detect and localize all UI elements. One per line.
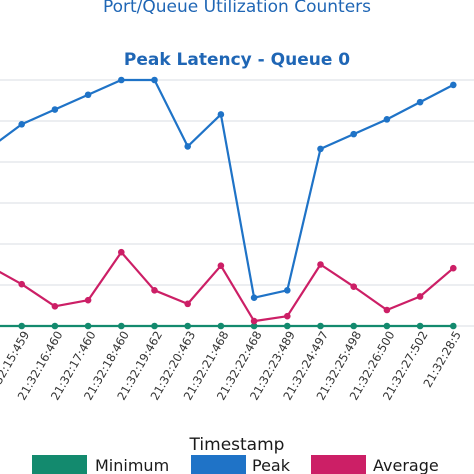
point-average-14	[450, 264, 457, 272]
point-peak-7	[217, 111, 225, 118]
point-average-2	[51, 303, 59, 310]
point-peak-11	[350, 130, 358, 138]
point-peak-2	[51, 106, 59, 113]
point-peak-5	[151, 76, 158, 84]
point-minimum-14	[450, 322, 457, 330]
legend-label-average: Average	[373, 456, 439, 474]
point-minimum-9	[284, 322, 291, 330]
point-peak-6	[184, 143, 191, 150]
point-minimum-13	[416, 322, 424, 330]
legend-swatch-minimum	[32, 455, 87, 474]
point-minimum-2	[51, 322, 59, 330]
point-peak-4	[118, 76, 125, 84]
legend-label-peak: Peak	[252, 456, 291, 474]
point-minimum-12	[383, 322, 391, 330]
point-peak-13	[416, 98, 424, 106]
point-average-5	[151, 287, 158, 294]
point-minimum-5	[151, 322, 158, 330]
legend-swatch-average	[311, 455, 366, 474]
point-average-4	[118, 248, 125, 256]
point-minimum-4	[118, 322, 125, 330]
point-peak-9	[284, 287, 291, 294]
series-line-peak	[0, 78, 454, 299]
point-average-11	[350, 283, 358, 290]
point-average-3	[84, 296, 92, 304]
point-peak-1	[18, 120, 26, 128]
page-title: Port/Queue Utilization Counters	[102, 0, 372, 17]
point-minimum-10	[317, 322, 324, 330]
point-peak-10	[317, 145, 324, 153]
point-peak-3	[84, 91, 92, 99]
chart-title: Peak Latency - Queue 0	[123, 50, 351, 70]
legend-label-minimum: Minimum	[95, 456, 169, 474]
point-average-1	[18, 280, 26, 288]
point-average-9	[284, 312, 291, 320]
point-peak-8	[250, 294, 258, 302]
point-average-6	[184, 300, 191, 308]
point-minimum-1	[18, 322, 26, 330]
point-peak-14	[450, 81, 457, 89]
point-minimum-8	[250, 322, 258, 330]
point-average-8	[250, 317, 258, 325]
point-minimum-11	[350, 322, 358, 330]
point-minimum-7	[217, 322, 225, 330]
point-average-10	[317, 261, 324, 268]
point-average-12	[383, 306, 391, 314]
point-average-7	[217, 262, 225, 270]
x-axis-label: Timestamp	[189, 435, 285, 455]
point-peak-12	[383, 116, 391, 123]
legend-swatch-peak	[191, 455, 246, 474]
point-minimum-6	[184, 322, 191, 330]
point-average-13	[416, 293, 424, 300]
point-minimum-3	[84, 322, 92, 330]
